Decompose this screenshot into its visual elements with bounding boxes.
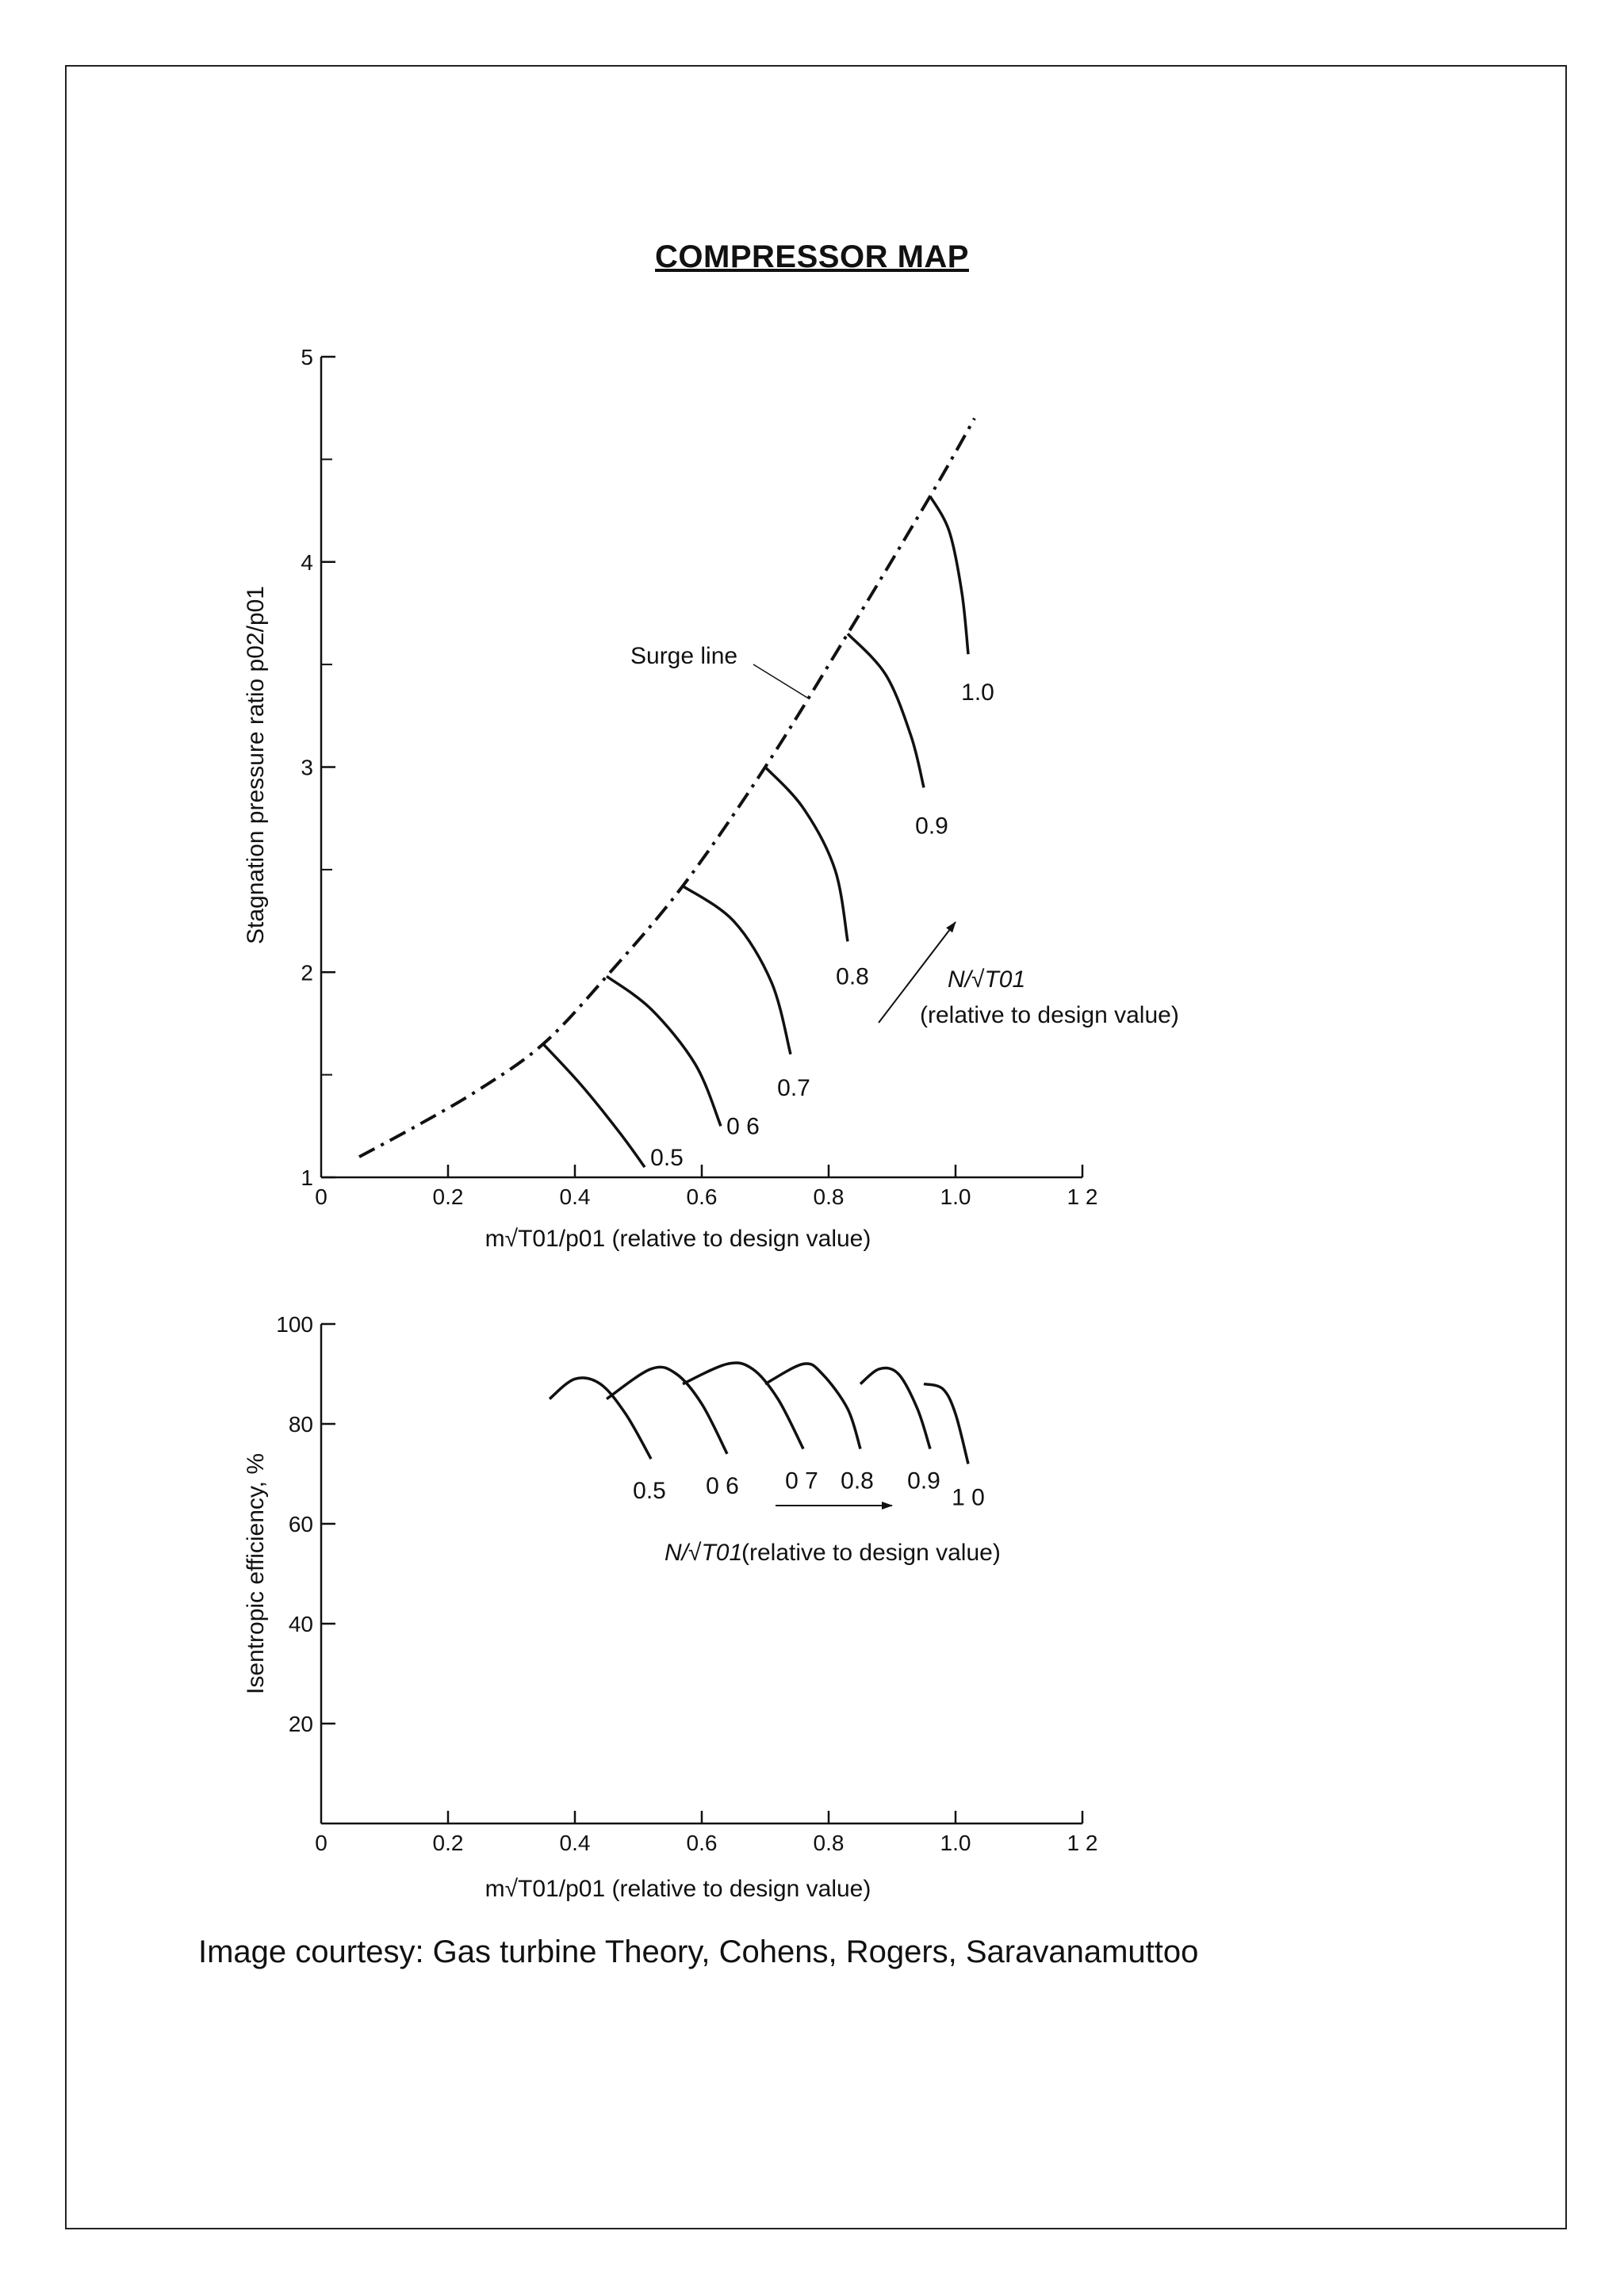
efficiency-chart-axes: [320, 1324, 1082, 1825]
efficiency-chart-series-labels: 0.5 0 6 0 7 0.8 0.9 1 0: [633, 1468, 985, 1511]
speed-line-05: [542, 1043, 646, 1169]
speed-line-label: 0.9: [907, 1468, 940, 1494]
y-tick-label: 80: [289, 1412, 313, 1437]
efficiency-chart-ylabel: Isentropic efficiency, %: [243, 1453, 269, 1694]
x-tick-label: 0: [315, 1184, 327, 1209]
speed-line-10: [923, 1382, 970, 1464]
speed-line-08: [764, 1362, 862, 1450]
pressure-chart-ylabel: Stagnation pressure ratio p02/p01: [243, 586, 269, 944]
speed-line-label: 0.8: [836, 963, 869, 989]
speed-line-label: 0 6: [706, 1473, 739, 1499]
speed-line-08: [764, 766, 849, 942]
x-tick-label: 1.0: [940, 1831, 971, 1855]
y-tick-label: 1: [301, 1165, 313, 1190]
surge-line-pointer: [753, 664, 808, 698]
x-tick-label: 0.6: [687, 1831, 718, 1855]
x-tick-label: 0.4: [560, 1184, 591, 1209]
efficiency-speed-annotation-subtext: (relative to design value): [741, 1540, 1001, 1566]
x-tick-label: 0.2: [433, 1831, 464, 1855]
image-caption: Image courtesy: Gas turbine Theory, Cohe…: [198, 1934, 1199, 1969]
speed-line-label: 0.7: [777, 1075, 810, 1101]
x-tick-label: 0.8: [814, 1184, 845, 1209]
surge-line: [358, 417, 976, 1158]
y-tick-label: 20: [289, 1712, 313, 1736]
speed-line-06: [606, 1365, 729, 1455]
pressure-chart-lines: [358, 417, 976, 1169]
speed-line-label: 0.9: [915, 813, 948, 839]
efficiency-chart: 0 0.2 0.4 0.6 0.8 1.0 1 2 20 40 60 80 100 0.5 0 6 0 7…: [243, 1312, 1097, 1902]
x-tick-label: 1 2: [1067, 1831, 1098, 1855]
y-tick-label: 2: [301, 960, 313, 985]
page-border: [65, 65, 1567, 2229]
surge-line-label: Surge line: [630, 643, 737, 669]
x-tick-label: 1 2: [1067, 1184, 1098, 1209]
x-tick-label: 0.4: [560, 1831, 591, 1855]
speed-line-label: 0.8: [841, 1468, 874, 1494]
speed-line-label: 0 6: [726, 1113, 760, 1139]
speed-line-05: [548, 1376, 653, 1460]
pressure-chart-series-labels: 0.5 0 6 0.7 0.8 0.9 1.0: [650, 679, 994, 1171]
speed-line-06: [605, 974, 722, 1127]
x-tick-label: 1.0: [940, 1184, 971, 1209]
y-tick-label: 60: [289, 1512, 313, 1536]
y-tick-label: 100: [276, 1312, 313, 1337]
speed-line-label: 0 7: [785, 1468, 818, 1494]
speed-line-label: 0.5: [633, 1478, 666, 1504]
x-tick-label: 0: [315, 1831, 327, 1855]
speed-arrow: [878, 921, 956, 1024]
y-tick-label: 40: [289, 1612, 313, 1636]
efficiency-chart-lines: [548, 1361, 970, 1464]
speed-line-10: [929, 496, 970, 655]
y-tick-label: 3: [301, 756, 313, 780]
speed-line-09: [859, 1366, 932, 1450]
pressure-ratio-chart: 0 0.2 0.4 0.6 0.8 1.0 1 2 1 2 3 4 5 0.5 0 6 0.7 0.8 0.9…: [243, 345, 1179, 1252]
pressure-chart-axes: [320, 357, 1082, 1179]
speed-annotation-text: N/√T01: [948, 966, 1025, 993]
x-tick-label: 0.2: [433, 1184, 464, 1209]
x-tick-label: 0.8: [814, 1831, 845, 1855]
pressure-chart-ticks: 0 0.2 0.4 0.6 0.8 1.0 1 2 1 2 3 4 5: [301, 345, 1097, 1209]
speed-annotation-subtext: (relative to design value): [920, 1002, 1179, 1028]
speed-line-07: [682, 885, 792, 1055]
speed-line-09: [846, 633, 925, 788]
y-tick-label: 5: [301, 345, 313, 369]
speed-line-label: 1 0: [952, 1484, 985, 1510]
speed-line-label: 1.0: [961, 679, 994, 706]
document-title: COMPRESSOR MAP: [655, 239, 969, 274]
x-tick-label: 0.6: [687, 1184, 718, 1209]
pressure-chart-xlabel: m√T01/p01 (relative to design value): [485, 1226, 871, 1252]
efficiency-chart-ticks: 0 0.2 0.4 0.6 0.8 1.0 1 2 20 40 60 80 100: [276, 1312, 1097, 1855]
speed-line-label: 0.5: [650, 1145, 684, 1171]
efficiency-speed-annotation-text: N/√T01: [665, 1540, 742, 1566]
y-tick-label: 4: [301, 550, 313, 575]
speed-line-07: [682, 1361, 805, 1450]
efficiency-chart-xlabel: m√T01/p01 (relative to design value): [485, 1876, 871, 1902]
